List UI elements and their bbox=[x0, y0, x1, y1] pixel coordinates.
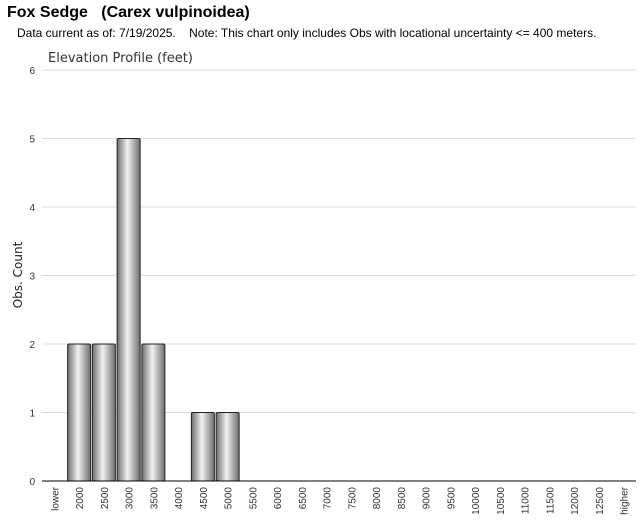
x-tick-label: 9000 bbox=[422, 487, 433, 510]
x-tick-label: 4500 bbox=[199, 487, 210, 510]
chart-title: Elevation Profile (feet) bbox=[48, 51, 193, 66]
x-tick-label: lower bbox=[50, 486, 61, 511]
x-tick-label: 11500 bbox=[545, 487, 556, 515]
x-tick-label: 2500 bbox=[100, 487, 111, 510]
bar-3500 bbox=[141, 343, 166, 482]
x-tick-label: 8500 bbox=[397, 487, 408, 510]
y-tick-label: 0 bbox=[29, 477, 35, 488]
x-tick-label: 7000 bbox=[323, 487, 334, 510]
x-tick-label: 4000 bbox=[174, 487, 185, 510]
page-subtitle: Data current as of: 7/19/2025. Note: Thi… bbox=[17, 26, 597, 40]
grid-lines bbox=[42, 69, 636, 413]
x-tick-label: higher bbox=[620, 486, 631, 514]
bar-3000 bbox=[116, 138, 141, 482]
y-tick-label: 3 bbox=[29, 272, 35, 283]
x-tick-label: 10000 bbox=[471, 487, 482, 515]
bar-2500 bbox=[91, 343, 116, 482]
bar-2000 bbox=[67, 343, 92, 482]
bar-4500 bbox=[190, 412, 215, 482]
y-axis-label: Obs. Count bbox=[11, 241, 25, 308]
x-tick-label: 12500 bbox=[595, 487, 606, 515]
x-tick-label: 5500 bbox=[248, 487, 259, 510]
x-tick-label: 8000 bbox=[372, 487, 383, 510]
x-tick-label: 6000 bbox=[273, 487, 284, 510]
bars bbox=[67, 138, 240, 482]
y-tick-label: 5 bbox=[29, 135, 35, 146]
x-tick-label: 7500 bbox=[347, 487, 358, 510]
bar-5000 bbox=[215, 412, 240, 482]
x-tick-labels: lower 2000 2500 3000 3500 4000 4500 5000 5500 600… bbox=[50, 486, 630, 514]
x-tick-label: 5000 bbox=[224, 487, 235, 510]
y-tick-label: 2 bbox=[29, 340, 35, 351]
x-tick-label: 6500 bbox=[298, 487, 309, 510]
y-tick-label: 1 bbox=[29, 409, 35, 420]
y-tick-label: 6 bbox=[29, 66, 35, 77]
x-tick-label: 3500 bbox=[149, 487, 160, 510]
x-tick-label: 9500 bbox=[446, 487, 457, 510]
y-tick-label: 4 bbox=[29, 203, 35, 214]
x-tick-label: 10500 bbox=[496, 487, 507, 515]
x-tick-label: 11000 bbox=[521, 487, 532, 515]
page-title: Fox Sedge (Carex vulpinoidea) bbox=[7, 4, 250, 21]
y-tick-labels: 0 1 2 3 4 5 6 bbox=[29, 66, 35, 488]
x-tick-label: 2000 bbox=[75, 487, 86, 510]
x-tick-label: 3000 bbox=[125, 487, 136, 510]
x-tick-label: 12000 bbox=[570, 487, 581, 515]
